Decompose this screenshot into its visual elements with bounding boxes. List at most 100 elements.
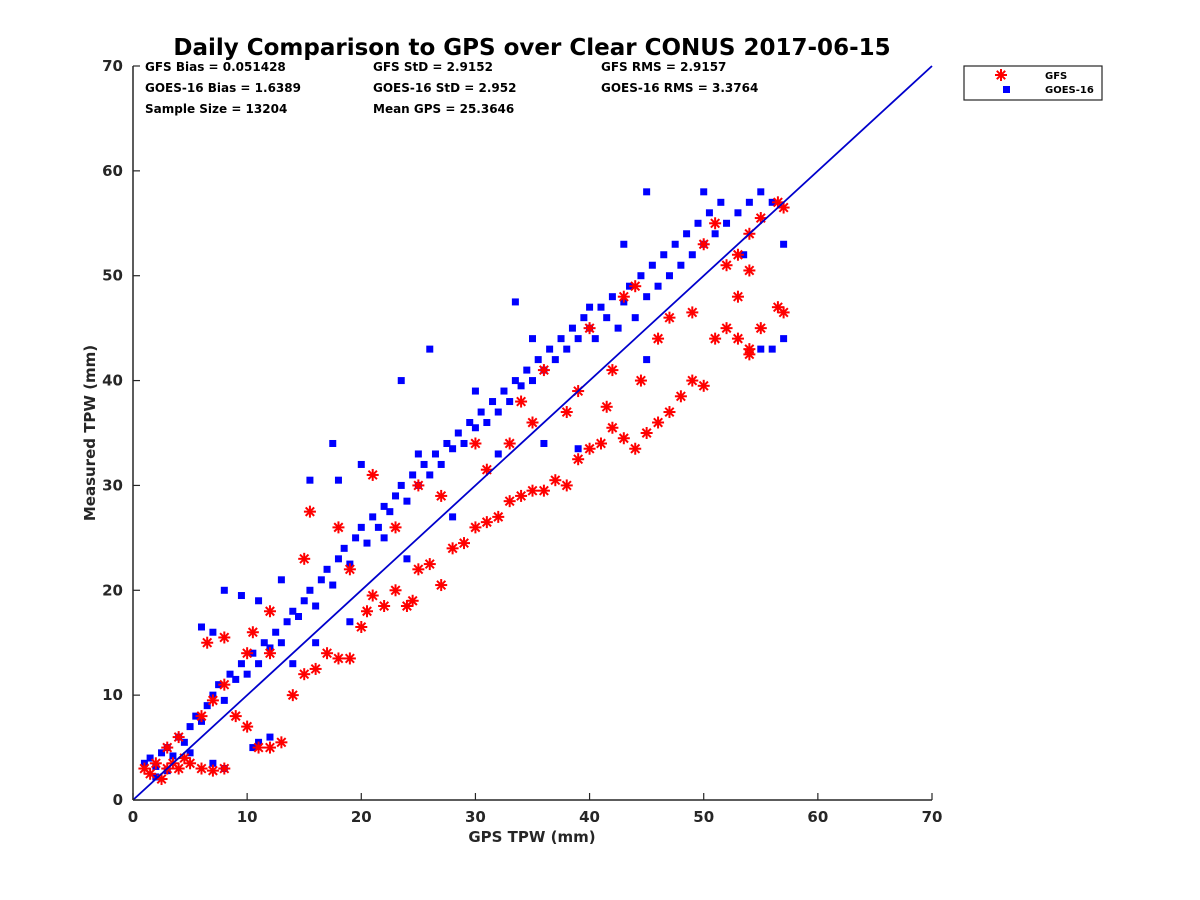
goes16-point [255, 660, 263, 668]
goes16-point [409, 471, 417, 479]
goes16-point [489, 398, 497, 406]
goes16-point [660, 251, 668, 259]
goes16-point [574, 335, 582, 343]
gfs-point [144, 767, 157, 780]
gfs-point [366, 468, 379, 481]
goes16-point [637, 272, 645, 280]
stat-goes16-std: GOES-16 StD = 2.952 [373, 81, 516, 95]
gfs-point [777, 306, 790, 319]
gfs-point [697, 238, 710, 251]
gfs-point [298, 668, 311, 681]
goes16-point [283, 618, 291, 626]
gfs-point [172, 762, 185, 775]
goes16-point [237, 592, 245, 600]
gfs-point [252, 741, 265, 754]
goes16-point [317, 576, 325, 584]
gfs-point [378, 600, 391, 613]
goes16-point [643, 356, 651, 364]
goes16-point [757, 188, 765, 196]
goes16-point [277, 576, 285, 584]
gfs-point [503, 437, 516, 450]
goes16-point [677, 261, 685, 269]
goes16-point [220, 586, 228, 594]
goes16-point [300, 597, 308, 605]
goes16-point [380, 502, 388, 510]
goes16-point [312, 639, 320, 647]
goes16-point [768, 345, 776, 353]
goes16-point [449, 513, 457, 521]
goes16-point [717, 198, 725, 206]
gfs-point [332, 521, 345, 534]
goes16-point [780, 335, 788, 343]
goes16-point [551, 356, 559, 364]
gfs-point [161, 741, 174, 754]
goes16-point [534, 356, 542, 364]
goes16-point [243, 670, 251, 678]
gfs-point [606, 421, 619, 434]
goes16-point [209, 628, 217, 636]
plot-area: 0 10 20 30 40 50 60 70 0 10 20 30 40 50 60 70 [102, 57, 942, 826]
goes16-point [386, 508, 394, 516]
goes16-point [654, 282, 662, 290]
y-tick-label: 60 [102, 162, 123, 180]
goes16-point [705, 209, 713, 217]
gfs-point [303, 505, 316, 518]
goes16-point [471, 387, 479, 395]
gfs-point [515, 395, 528, 408]
gfs-point [412, 479, 425, 492]
gfs-point [743, 264, 756, 277]
gfs-point [743, 348, 756, 361]
gfs-point [503, 495, 516, 508]
legend-marker-goes16 [1003, 86, 1010, 93]
gfs-point [218, 762, 231, 775]
goes16-point [460, 439, 468, 447]
goes16-point [414, 450, 422, 458]
gfs-point [343, 652, 356, 665]
gfs-point [184, 757, 197, 770]
series-layer [138, 188, 790, 786]
stat-goes16-bias: GOES-16 Bias = 1.6389 [145, 81, 301, 95]
goes16-point [620, 240, 628, 248]
goes16-point [146, 754, 154, 762]
gfs-point [263, 605, 276, 618]
goes16-point [306, 586, 314, 594]
gfs-point [149, 757, 162, 770]
x-ticks: 0 10 20 30 40 50 60 70 [128, 793, 942, 826]
gfs-point [606, 364, 619, 377]
goes16-point [454, 429, 462, 437]
gfs-point [263, 647, 276, 660]
goes16-point [734, 209, 742, 217]
goes16-point [329, 439, 337, 447]
goes16-point [426, 471, 434, 479]
gfs-point [537, 364, 550, 377]
gfs-point [583, 442, 596, 455]
gfs-point [309, 662, 322, 675]
gfs-point [731, 290, 744, 303]
gfs-point [218, 678, 231, 691]
y-tick-label: 10 [102, 686, 123, 704]
goes16-point [289, 607, 297, 615]
goes16-point [232, 675, 240, 683]
x-tick-label: 10 [237, 808, 258, 826]
goes16-point [711, 230, 719, 238]
axes [132, 66, 932, 801]
goes16-point [180, 738, 188, 746]
stats-block: GFS Bias = 0.051428 GFS StD = 2.9152 GFS… [145, 60, 758, 116]
gfs-point [617, 432, 630, 445]
gfs-point [469, 521, 482, 534]
gfs-point [617, 290, 630, 303]
gfs-point [634, 374, 647, 387]
goes16-point [688, 251, 696, 259]
goes16-point [694, 219, 702, 227]
gfs-point [446, 542, 459, 555]
goes16-point [277, 639, 285, 647]
gfs-point [515, 489, 528, 502]
goes16-point [266, 733, 274, 741]
gfs-point [389, 521, 402, 534]
goes16-point [186, 749, 194, 757]
goes16-point [568, 324, 576, 332]
goes16-point [517, 382, 525, 390]
gfs-point [332, 652, 345, 665]
